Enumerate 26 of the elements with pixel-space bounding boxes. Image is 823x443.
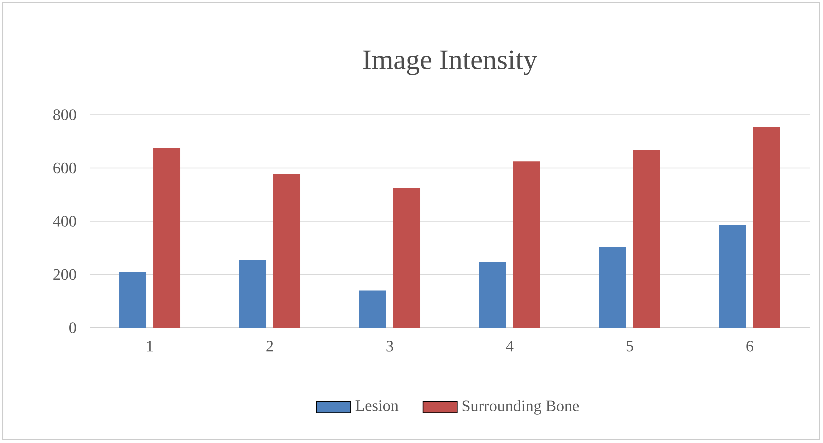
x-tick-label: 1 [147,341,154,352]
y-tick-label: 0 [70,322,76,334]
chart-title: Image Intensity [364,50,538,76]
legend-label: Lesion [356,400,399,412]
y-tick-label: 200 [54,269,76,280]
bar [394,188,421,328]
y-tick-label: 400 [53,216,76,227]
x-tick-label: 6 [746,341,754,352]
bar [360,290,386,328]
bar [513,162,540,328]
bar [719,224,746,328]
bar [240,260,267,328]
x-tick-label: 3 [386,341,394,352]
y-tick-label: 800 [54,110,76,120]
bar [120,272,147,328]
bar [599,247,626,328]
x-tick-label: 5 [626,341,634,352]
x-tick-label: 2 [266,341,274,352]
bar [480,262,506,328]
y-tick-label: 600 [54,162,76,174]
bar [633,150,660,328]
bar [274,174,301,328]
legend-label: Surrounding Bone [462,400,580,415]
bar [753,126,780,328]
bar [154,148,181,328]
x-tick-label: 4 [506,341,514,352]
